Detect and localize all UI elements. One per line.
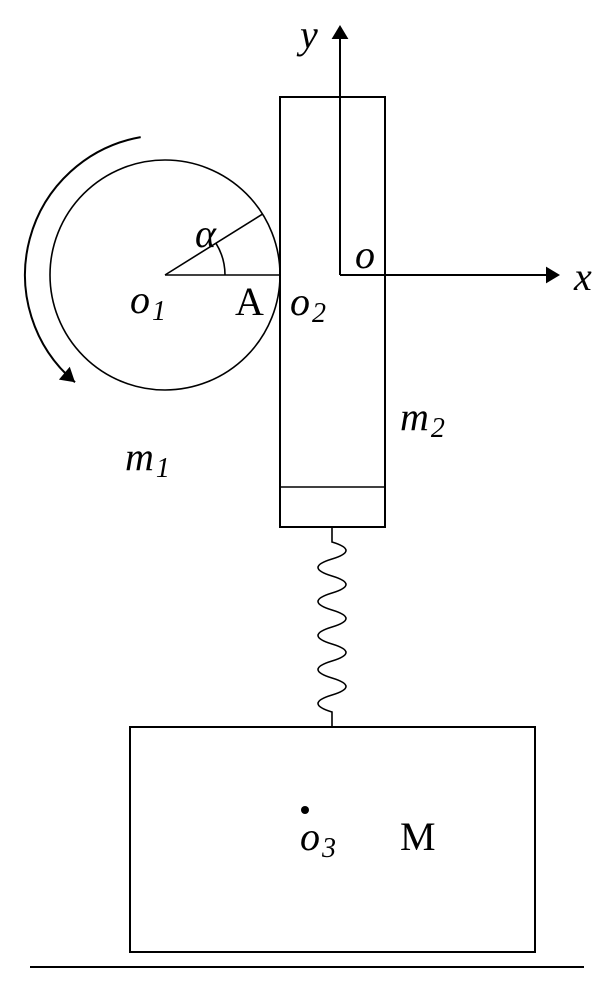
rotation-arrow-arc xyxy=(25,137,141,382)
label-a-point: A xyxy=(235,279,264,324)
label-x-axis: x xyxy=(573,254,592,299)
label-m1: m1 xyxy=(125,434,170,484)
label-origin-o: o xyxy=(355,232,375,277)
label-mass-big-m: M xyxy=(400,814,436,859)
label-y-axis: y xyxy=(296,12,318,57)
angle-arc-alpha xyxy=(216,243,225,275)
spring xyxy=(318,527,346,727)
label-m2: m2 xyxy=(400,394,445,444)
label-o1: o1 xyxy=(130,277,166,327)
label-alpha: α xyxy=(195,211,217,256)
mechanics-diagram: xyoαo1Ao2m1m2o3M xyxy=(0,0,614,1000)
point-o3-dot xyxy=(301,806,309,814)
